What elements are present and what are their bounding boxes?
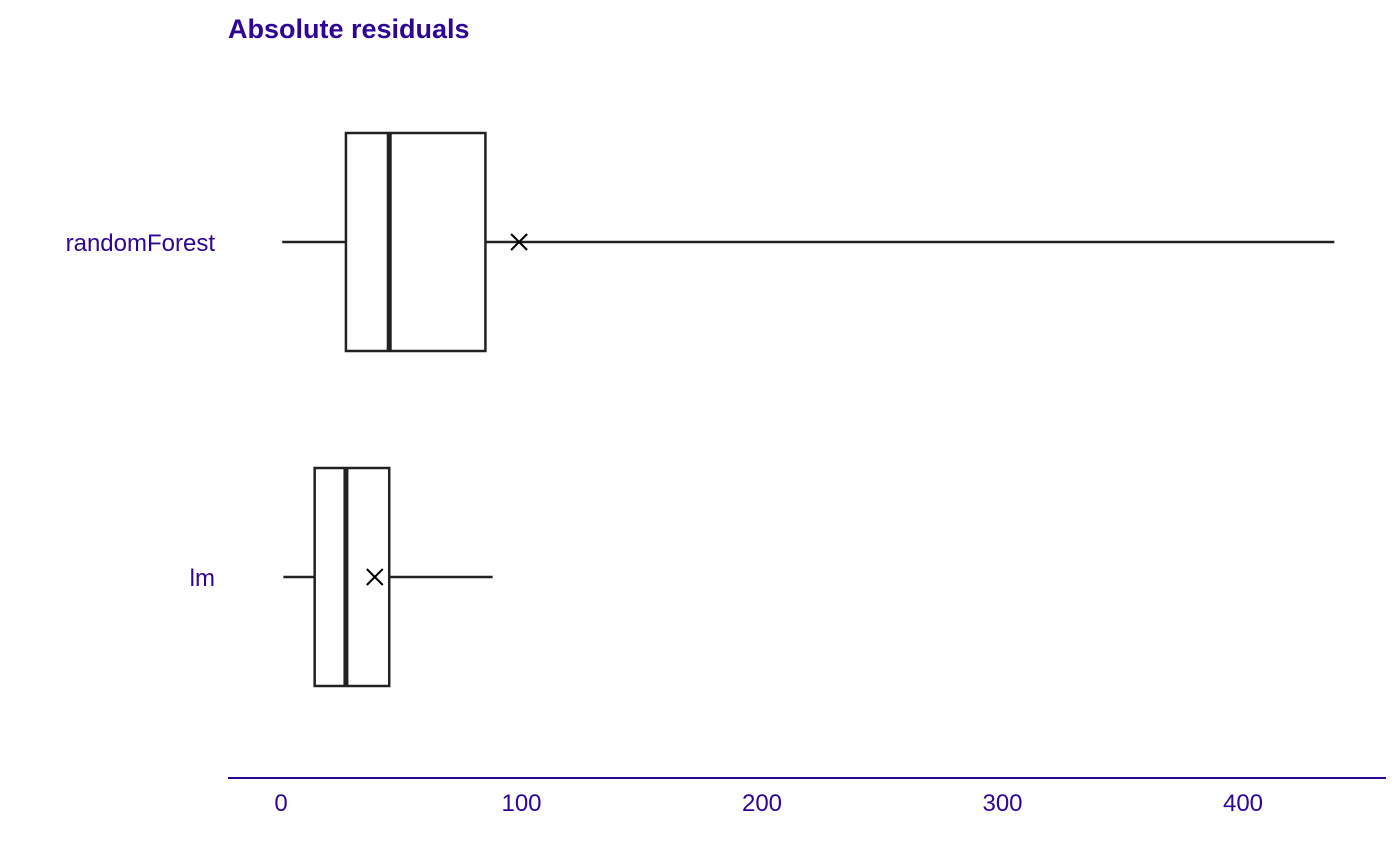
- iqr-box: [344, 131, 487, 353]
- box-randomForest: randomForest: [66, 131, 1335, 353]
- category-label: lm: [190, 565, 215, 592]
- x-tick-label: 0: [274, 790, 287, 817]
- boxes-layer: randomForest lm: [66, 131, 1335, 688]
- category-label: randomForest: [66, 230, 216, 257]
- chart-title: Absolute residuals: [228, 14, 470, 44]
- x-tick-label: 400: [1223, 790, 1263, 817]
- box-lm: lm: [190, 466, 493, 688]
- iqr-box: [313, 466, 391, 688]
- x-tick-label: 200: [742, 790, 782, 817]
- x-tick-label: 100: [501, 790, 541, 817]
- mean-marker: [510, 233, 528, 251]
- mean-marker: [366, 568, 384, 586]
- x-tick-label: 300: [982, 790, 1022, 817]
- x-axis-ticks: 0 100 200 300 400: [274, 790, 1263, 817]
